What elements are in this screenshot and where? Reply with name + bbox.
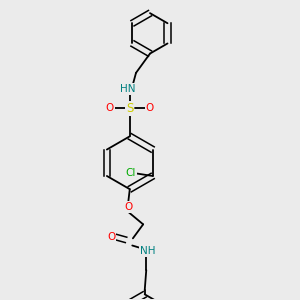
Text: HN: HN bbox=[121, 84, 136, 94]
Text: S: S bbox=[126, 102, 134, 115]
Text: NH: NH bbox=[140, 246, 156, 256]
Text: Cl: Cl bbox=[126, 169, 136, 178]
Text: O: O bbox=[146, 103, 154, 113]
Text: O: O bbox=[124, 202, 132, 212]
Text: O: O bbox=[107, 232, 115, 242]
Text: O: O bbox=[105, 103, 114, 113]
